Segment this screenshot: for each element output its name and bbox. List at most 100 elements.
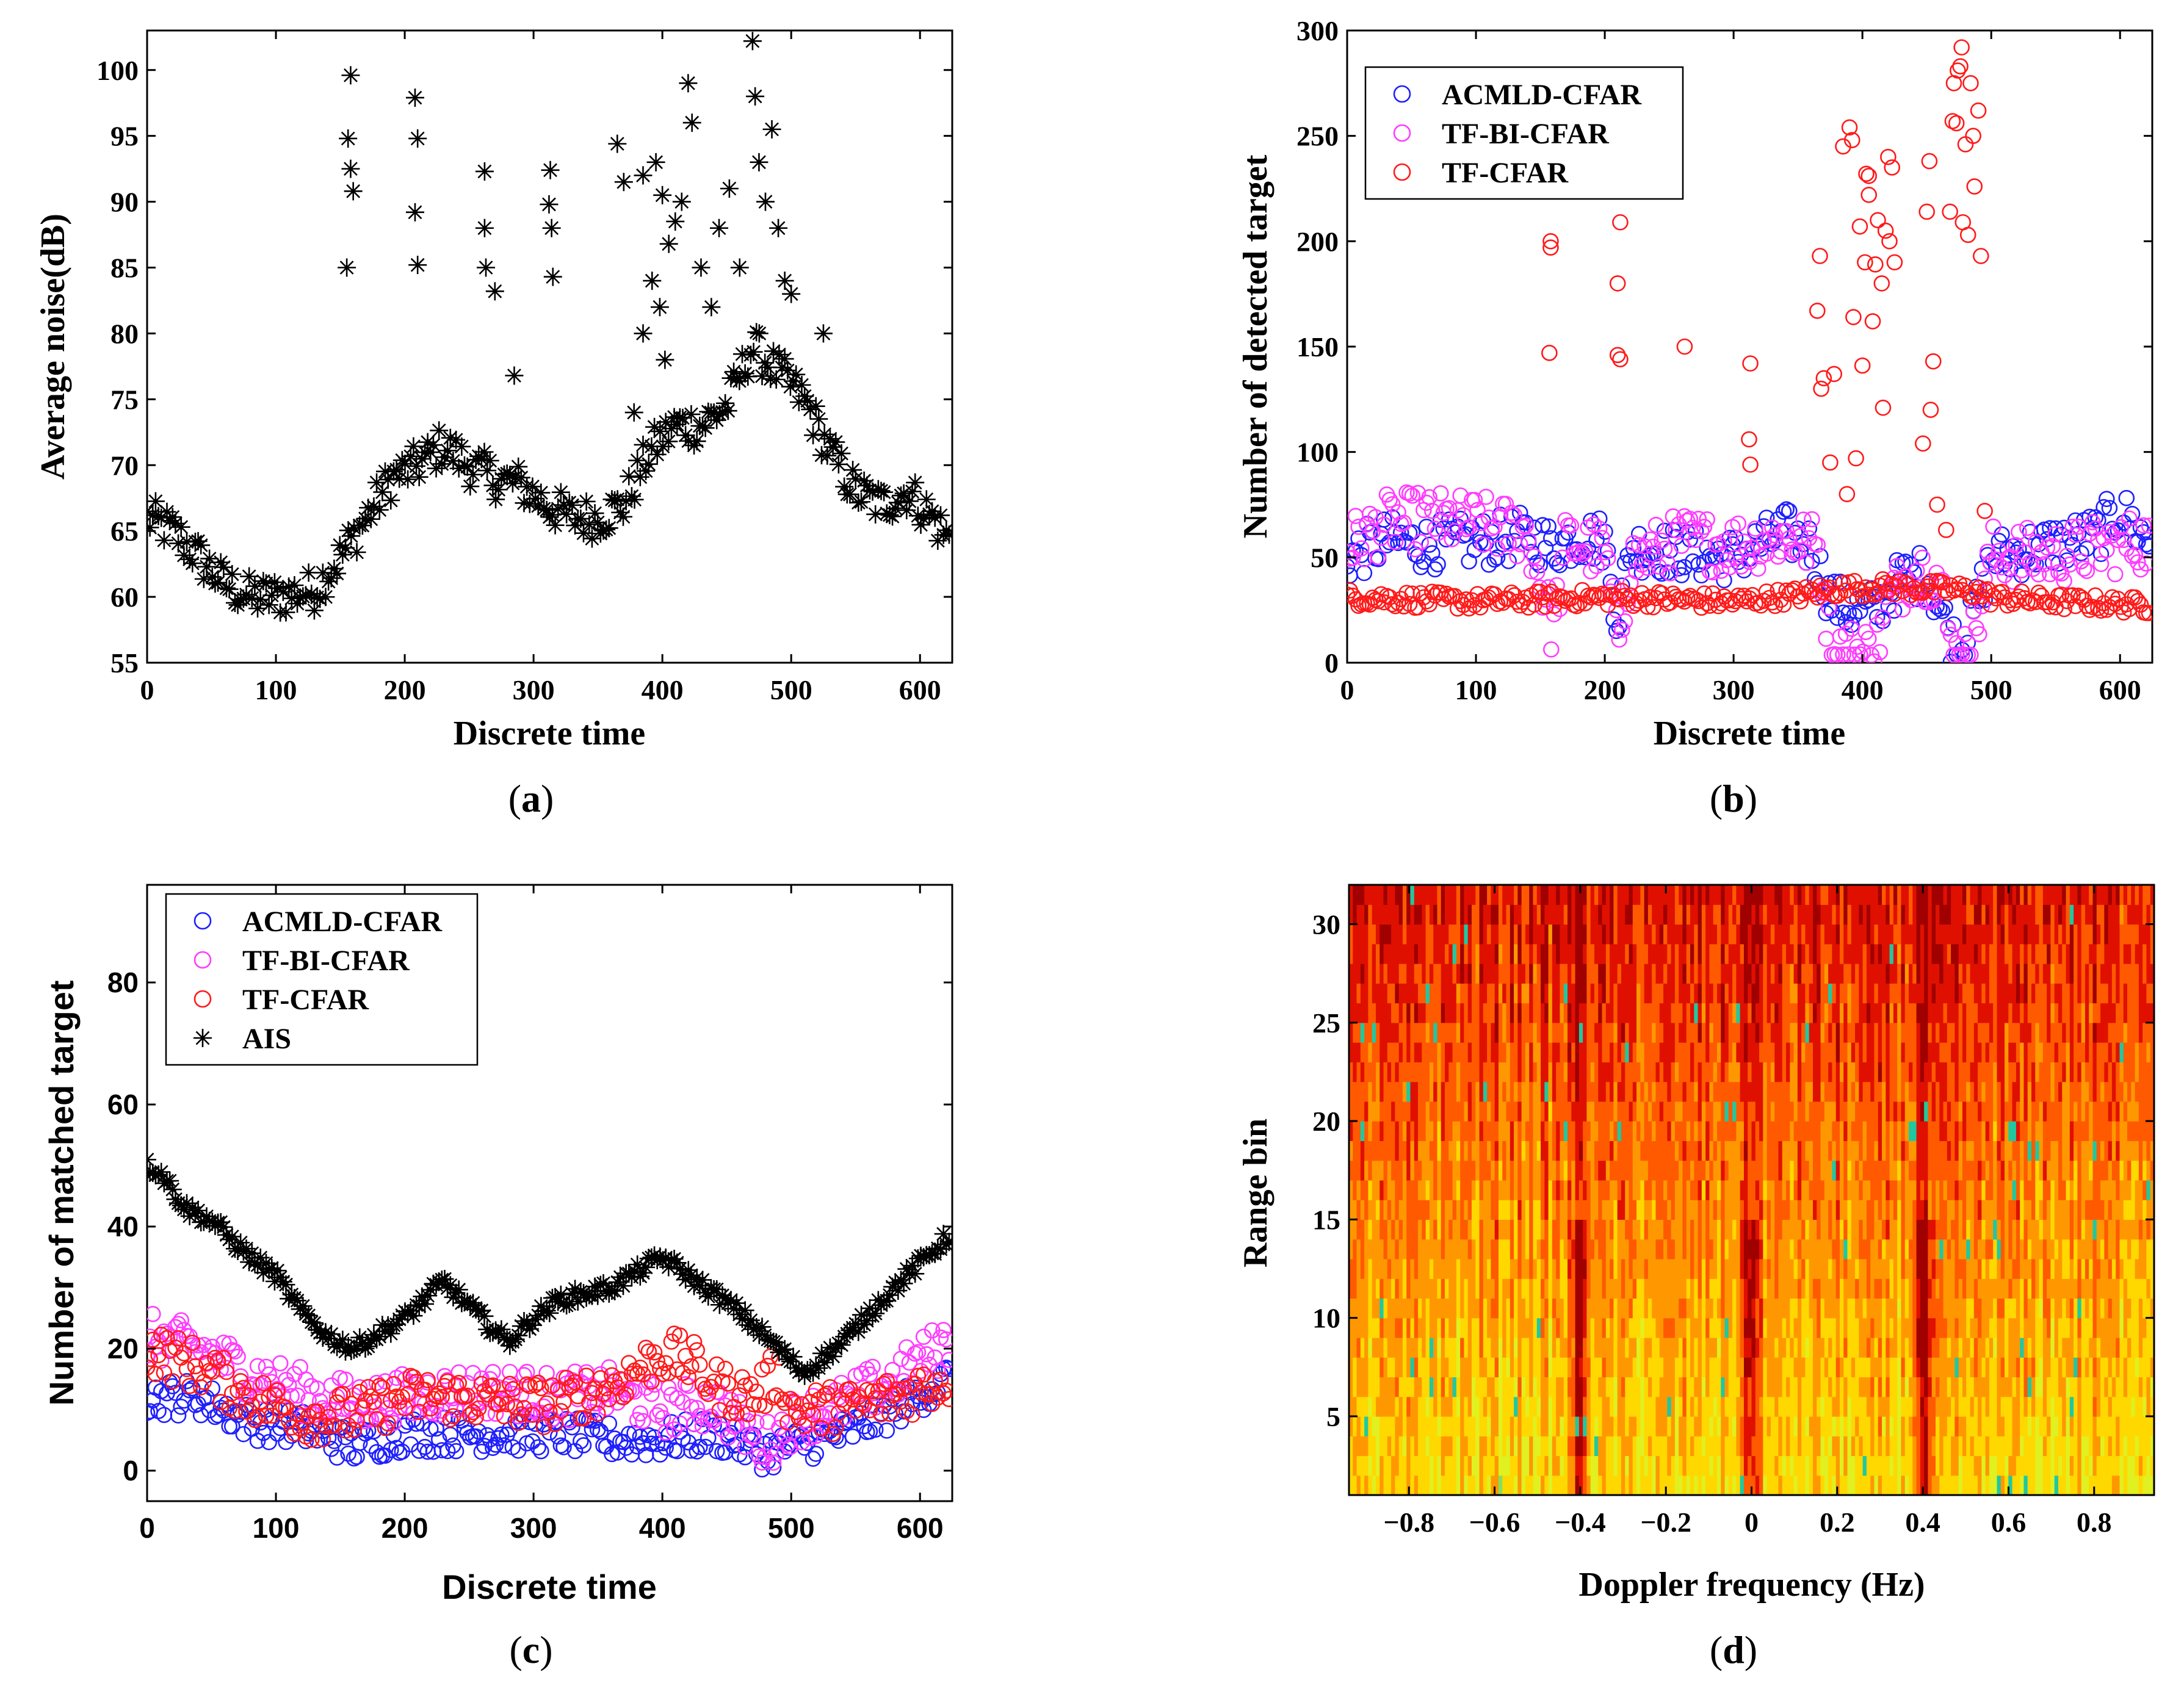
heatmap-cell [1575,1416,1580,1436]
heatmap-cell [2092,1377,2097,1397]
heatmap-cell [1422,1317,1426,1338]
heatmap-cell [1529,1377,1534,1397]
heatmap-cell [1452,1317,1457,1338]
heatmap-cell [1598,1475,1603,1495]
heatmap-cell [1686,1317,1691,1338]
heatmap-cell [1770,1377,1775,1397]
data-point [2030,585,2047,601]
data-point [1444,531,1461,547]
heatmap-cell [1510,1416,1514,1436]
heatmap-cell [1349,1258,1353,1279]
heatmap-cell [1456,1337,1461,1358]
data-point [1962,75,1979,92]
data-point [1568,545,1585,561]
data-point [340,1445,356,1462]
data-point [299,1306,318,1325]
heatmap-cell [1425,1377,1430,1397]
heatmap-cell [2058,1436,2063,1457]
heatmap-cell [2050,1298,2055,1319]
data-point [823,438,842,456]
data-point [450,1374,468,1391]
heatmap-cell [1859,1436,1864,1457]
heatmap-cell [1724,1377,1729,1397]
data-point [895,1372,912,1389]
heatmap-cell [1797,1377,1802,1397]
heatmap-cell [1786,1475,1790,1495]
heatmap-cell [1429,1455,1434,1476]
heatmap-cell [1445,1317,1449,1338]
heatmap-cell [1452,1337,1457,1358]
heatmap-cell [2081,1475,2086,1495]
data-point [555,1439,572,1455]
heatmap-cell [1575,1337,1580,1358]
heatmap-cell [1560,1278,1564,1299]
heatmap-cell [1487,1475,1491,1495]
heatmap-cell [1395,1475,1400,1495]
heatmap-cell [1893,1298,1898,1319]
heatmap-cell [2062,1396,2067,1417]
heatmap-cell [2096,1416,2101,1436]
heatmap-cell [1713,1396,1718,1417]
heatmap-cell [1667,1357,1672,1378]
heatmap-cell [1993,1475,1998,1495]
heatmap-cell [1709,1475,1714,1495]
heatmap-cell [1989,1357,1994,1378]
heatmap-cell [2077,1317,2082,1338]
heatmap-cell [2039,1278,2044,1299]
heatmap-cell [1483,1258,1488,1279]
heatmap-cell [2027,1298,2032,1319]
heatmap-cell [2027,1377,2032,1397]
data-point [1393,163,1411,181]
heatmap-cell [1556,1258,1561,1279]
heatmap-cell [1755,1455,1760,1476]
data-point [900,492,919,511]
data-point [1749,560,1766,577]
heatmap-cell [1778,1337,1783,1358]
heatmap-cell [2081,1298,2086,1319]
data-point [1696,519,1713,535]
data-point [218,1363,235,1380]
heatmap-cell [1862,1278,1867,1299]
heatmap-cell [1801,1416,1806,1436]
data-point [1867,256,1884,273]
heatmap-cell [1475,1377,1480,1397]
heatmap-cell [1560,1337,1564,1358]
heatmap-cell [1632,1396,1637,1417]
heatmap-cell [2119,1337,2124,1358]
data-point [883,1277,902,1296]
data-point [197,557,216,576]
heatmap-cell [1721,1298,1726,1319]
heatmap-cell [1824,1357,1829,1378]
data-point [538,1395,555,1412]
heatmap-cell [1793,1298,1798,1319]
heatmap-cell [1525,1337,1530,1358]
heatmap-cell [1904,1357,1909,1378]
heatmap-cell [2146,1298,2151,1319]
heatmap-cell [2150,1475,2154,1495]
heatmap-cell [2146,1475,2151,1495]
heatmap-cell [2142,1278,2147,1299]
heatmap-cell [1387,1357,1392,1378]
heatmap-cell [1766,1377,1771,1397]
heatmap-cell [1862,1317,1867,1338]
data-point [1599,550,1616,567]
heatmap-cell [2146,1396,2151,1417]
data-point [167,1339,184,1356]
heatmap-cell [1544,1298,1549,1319]
data-point [594,521,613,540]
panel-a-plot-area [146,29,953,664]
heatmap-cell [1510,1436,1514,1457]
heatmap-cell [1437,1357,1442,1378]
data-point [345,1421,363,1438]
heatmap-cell [1786,1298,1790,1319]
heatmap-cell [1571,1475,1576,1495]
data-point [444,1288,463,1306]
data-point [147,1350,158,1368]
data-point [465,1364,482,1382]
data-point [408,1415,425,1432]
heatmap-cell [2008,1475,2013,1495]
heatmap-cell [1567,1258,1572,1279]
heatmap-cell [1483,1396,1488,1417]
heatmap-cell [1732,1475,1737,1495]
data-point [716,394,735,413]
